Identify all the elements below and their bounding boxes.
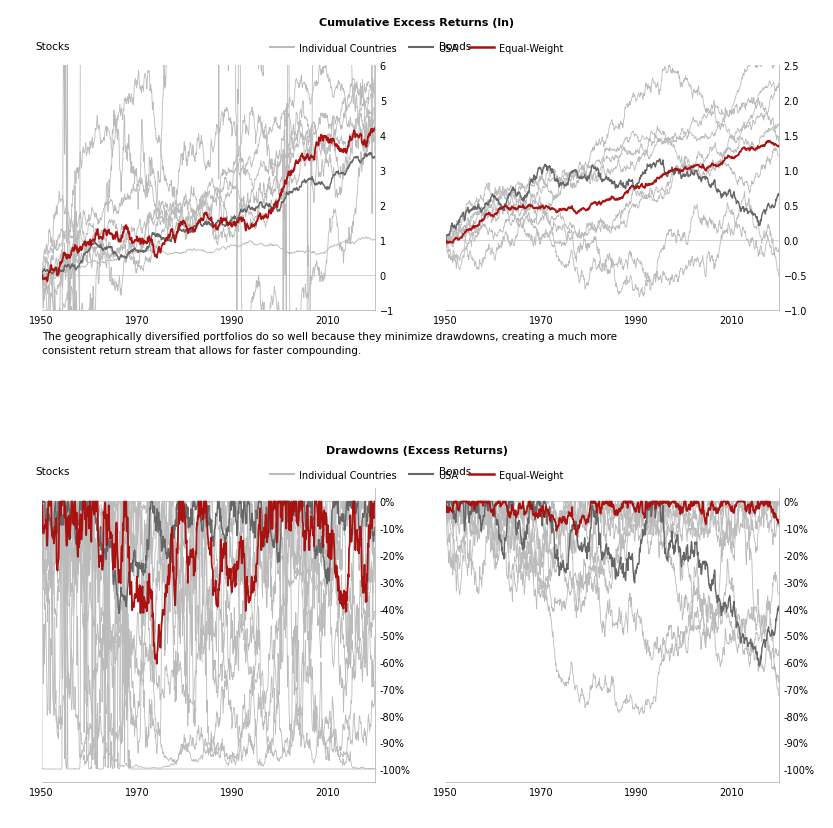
Text: Stocks: Stocks — [35, 41, 69, 51]
Text: Stocks: Stocks — [35, 467, 69, 477]
Text: Cumulative Excess Returns (ln): Cumulative Excess Returns (ln) — [319, 18, 514, 28]
Text: Drawdowns (Excess Returns): Drawdowns (Excess Returns) — [326, 445, 507, 455]
Legend: Individual Countries, USA, Equal-Weight: Individual Countries, USA, Equal-Weight — [267, 40, 566, 57]
Text: Bonds: Bonds — [439, 467, 471, 477]
Text: Bonds: Bonds — [439, 41, 471, 51]
Legend: Individual Countries, USA, Equal-Weight: Individual Countries, USA, Equal-Weight — [267, 466, 566, 484]
Text: The geographically diversified portfolios do so well because they minimize drawd: The geographically diversified portfolio… — [42, 331, 616, 356]
